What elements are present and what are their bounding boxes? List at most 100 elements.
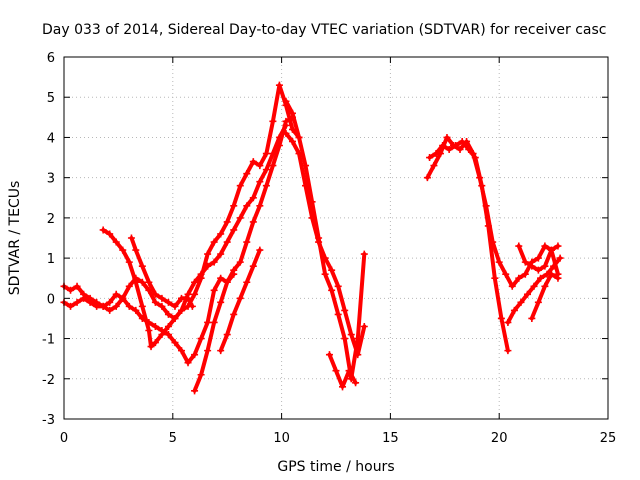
- data-point-arc-2-17: [204, 250, 212, 258]
- data-point-arc-2-9: [151, 339, 159, 347]
- data-point-arc-1-18: [178, 347, 186, 355]
- data-point-arc-7-6: [321, 270, 329, 278]
- x-tick-label-0: 0: [60, 431, 68, 446]
- data-point-arc-2-0: [99, 226, 107, 234]
- data-point-arc-3-21: [197, 270, 205, 278]
- data-point-arc-4-9: [184, 294, 192, 302]
- data-point-arc-10-20: [554, 242, 562, 250]
- data-point-arc-10-15: [521, 270, 529, 278]
- data-point-arc-6-6: [256, 246, 264, 254]
- data-point-arc-4-3: [145, 278, 153, 286]
- data-point-arc-10-11: [495, 258, 503, 266]
- data-point-arc-8-0: [282, 129, 290, 137]
- data-point-arc-11-4: [452, 141, 460, 149]
- data-point-arc-1-17: [171, 339, 179, 347]
- data-point-arc-3-22: [204, 262, 212, 270]
- data-point-arc-5-11: [262, 182, 270, 190]
- data-point-arc-3-31: [262, 166, 270, 174]
- data-point-arc-11-8: [478, 182, 486, 190]
- data-point-arc-14-2: [541, 282, 549, 290]
- data-point-arc-2-11: [164, 322, 172, 330]
- y-tick-label-9: 6: [47, 51, 55, 66]
- data-point-arc-2-19: [217, 230, 225, 238]
- data-point-arc-5-10: [256, 202, 264, 210]
- data-point-arc-2-2: [112, 238, 120, 246]
- data-point-arc-11-10: [491, 274, 499, 282]
- data-point-arc-3-5: [93, 302, 101, 310]
- data-point-arc-8-1: [288, 137, 296, 145]
- data-point-arc-2-21: [230, 202, 238, 210]
- data-point-arc-10-17: [534, 254, 542, 262]
- y-tick-label-8: 5: [47, 91, 55, 106]
- y-tick-label-3: 0: [47, 292, 55, 307]
- data-point-arc-13-1: [521, 258, 529, 266]
- data-point-arc-2-8: [147, 343, 155, 351]
- data-point-arc-5-5: [223, 278, 231, 286]
- data-point-arc-4-4: [151, 290, 159, 298]
- data-point-arc-13-3: [534, 266, 542, 274]
- data-point-arc-1-19: [184, 359, 192, 367]
- data-point-arc-13-4: [541, 262, 549, 270]
- x-tick-label-5: 25: [600, 431, 617, 446]
- data-point-arc-3-8: [112, 302, 120, 310]
- data-point-arc-5-13: [275, 141, 283, 149]
- data-point-arc-12-8: [556, 254, 564, 262]
- x-tick-label-1: 5: [169, 431, 177, 446]
- data-point-arc-9-2: [339, 383, 347, 391]
- data-point-arc-13-5: [547, 246, 555, 254]
- data-point-arc-5-1: [197, 371, 205, 379]
- data-point-arc-5-9: [249, 218, 257, 226]
- data-point-arc-3-27: [236, 214, 244, 222]
- data-point-arc-12-0: [504, 318, 512, 326]
- series-markers-arc-2: [99, 81, 303, 351]
- data-point-arc-1-20: [191, 351, 199, 359]
- data-point-arc-8-2: [295, 150, 303, 158]
- data-point-arc-14-3: [547, 270, 555, 278]
- data-point-arc-4-5: [158, 294, 166, 302]
- tick-layer: 0 5 10 15 20 25 -3 -2 -1 0 1 2 3 4 5 6: [42, 51, 616, 446]
- data-point-arc-11-7: [471, 154, 479, 162]
- y-tick-label-0: -3: [42, 413, 55, 428]
- data-point-arc-4-8: [178, 294, 186, 302]
- data-point-arc-3-23: [210, 258, 218, 266]
- data-point-arc-2-18: [210, 238, 218, 246]
- series-markers-arc-14: [528, 270, 562, 322]
- data-point-arc-9-1: [332, 367, 340, 375]
- data-point-arc-4-0: [127, 234, 135, 242]
- data-point-arc-13-0: [515, 242, 523, 250]
- data-point-arc-2-22: [236, 182, 244, 190]
- data-point-arc-14-0: [528, 314, 536, 322]
- data-point-arc-8-12: [360, 322, 368, 330]
- data-point-arc-3-3: [80, 294, 88, 302]
- data-point-arc-2-1: [106, 230, 114, 238]
- data-point-arc-11-9: [484, 222, 492, 230]
- x-axis-label: GPS time / hours: [277, 459, 394, 475]
- data-point-arc-7-2: [295, 133, 303, 141]
- data-point-arc-2-26: [262, 150, 270, 158]
- data-point-arc-6-2: [230, 310, 238, 318]
- data-point-arc-3-4: [86, 298, 94, 306]
- data-point-arc-13-2: [528, 262, 536, 270]
- data-point-arc-10-5: [456, 146, 464, 154]
- data-point-arc-3-11: [132, 274, 140, 282]
- data-point-arc-8-11: [354, 351, 362, 359]
- data-point-arc-11-11: [497, 314, 505, 322]
- data-point-arc-3-18: [178, 306, 186, 314]
- series-markers-arc-9: [325, 351, 360, 391]
- data-point-arc-2-6: [138, 302, 146, 310]
- data-point-arc-2-4: [125, 258, 133, 266]
- data-point-arc-7-1: [288, 109, 296, 117]
- series-markers-arc-6: [217, 246, 264, 355]
- data-point-arc-6-5: [249, 262, 257, 270]
- data-point-arc-2-15: [191, 290, 199, 298]
- plot-frame: [63, 56, 609, 420]
- data-point-arc-12-2: [517, 298, 525, 306]
- data-point-arc-1-23: [210, 286, 218, 294]
- data-point-arc-7-0: [282, 97, 290, 105]
- data-point-arc-3-26: [230, 226, 238, 234]
- data-point-arc-10-13: [508, 282, 516, 290]
- data-point-arc-6-0: [217, 347, 225, 355]
- data-point-arc-1-11: [132, 306, 140, 314]
- y-tick-label-7: 4: [47, 131, 55, 146]
- chart-title: Day 033 of 2014, Sidereal Day-to-day VTE…: [42, 22, 606, 38]
